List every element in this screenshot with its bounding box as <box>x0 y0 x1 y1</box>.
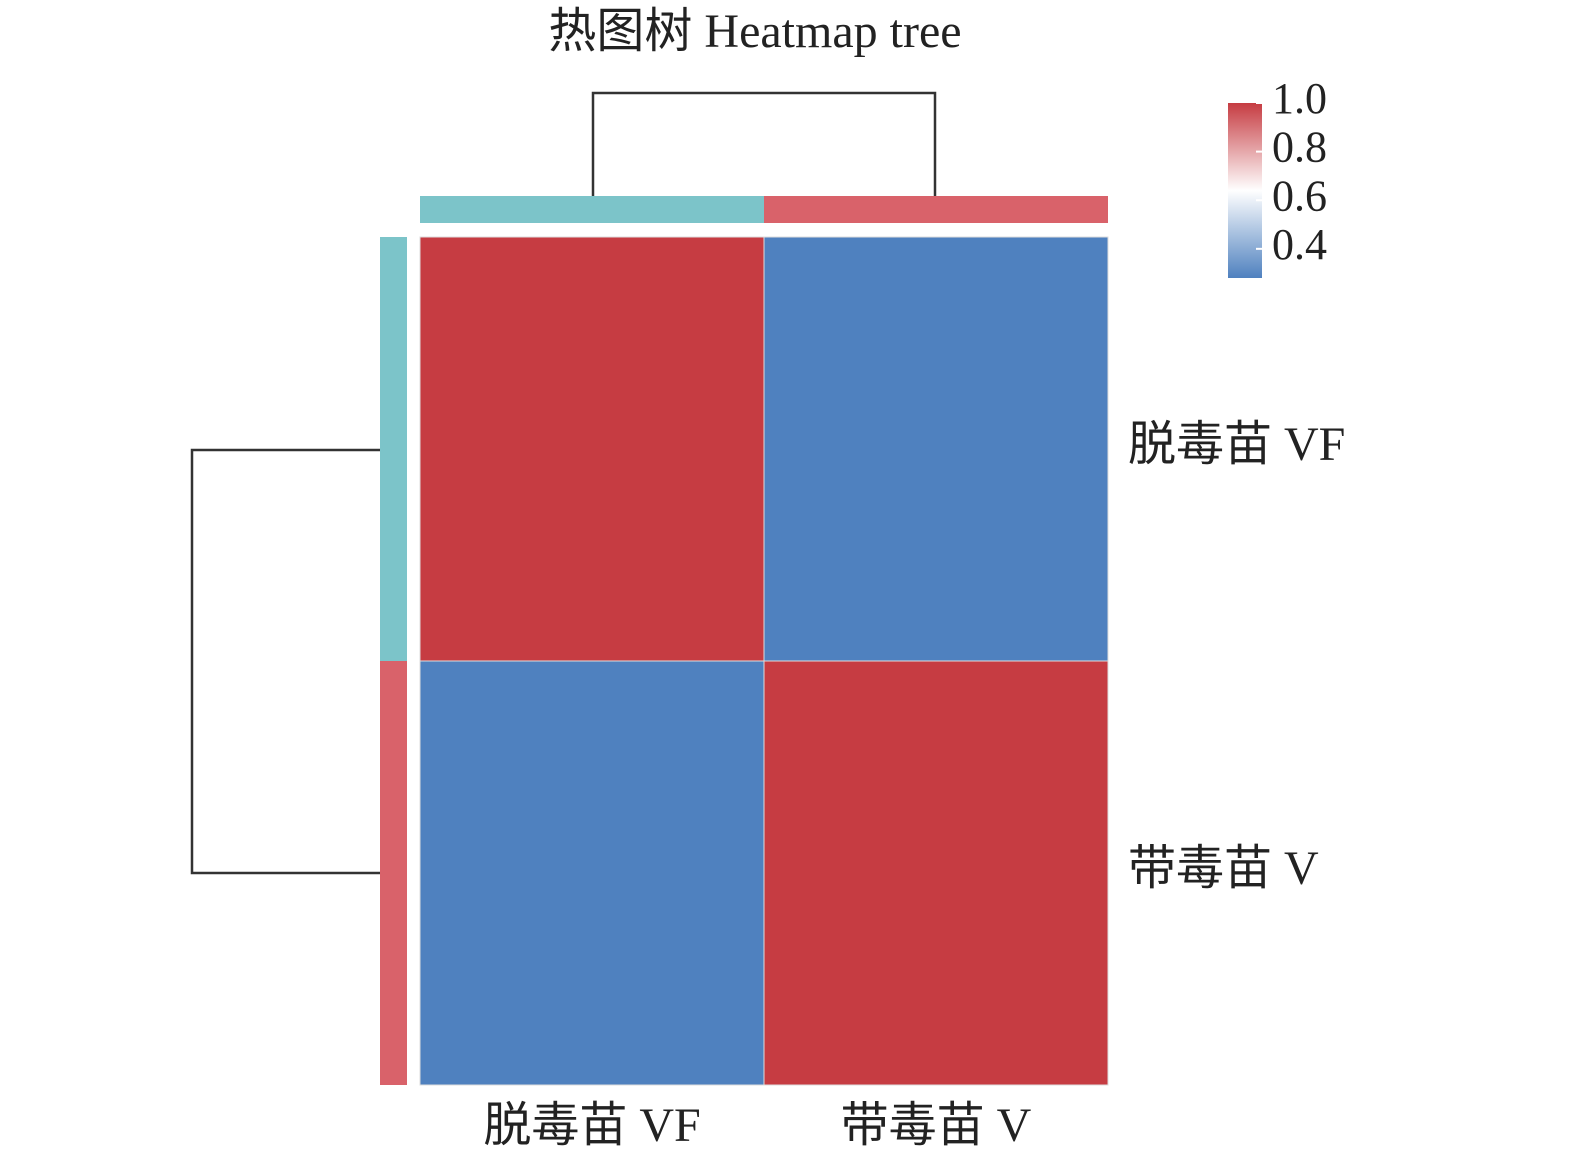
y-tick-label: 脱毒苗 VF <box>1128 418 1345 471</box>
colorbar-tick-label: 0.6 <box>1272 171 1327 220</box>
heatmap-cell <box>763 236 1109 662</box>
colorbar-tick-label: 0.8 <box>1272 123 1327 172</box>
x-tick-label: 带毒苗 V <box>841 1099 1032 1152</box>
heatmap-cell <box>763 660 1109 1086</box>
colorbar-tick-label: 0.4 <box>1272 220 1327 269</box>
colorbar-tick-label: 1.0 <box>1272 74 1327 123</box>
column-annotation <box>420 196 764 223</box>
column-dendrogram <box>591 91 937 196</box>
heatmap-cell <box>419 660 765 1086</box>
column-annotation <box>764 196 1108 223</box>
x-tick-label: 脱毒苗 VF <box>483 1099 700 1152</box>
row-annotation <box>380 237 407 661</box>
row-dendrogram <box>190 448 380 875</box>
y-tick-label: 带毒苗 V <box>1128 842 1319 895</box>
heatmap-cell <box>419 236 765 662</box>
row-annotation <box>380 661 407 1085</box>
colorbar <box>1228 103 1262 278</box>
chart-title: 热图树 Heatmap tree <box>548 5 961 58</box>
